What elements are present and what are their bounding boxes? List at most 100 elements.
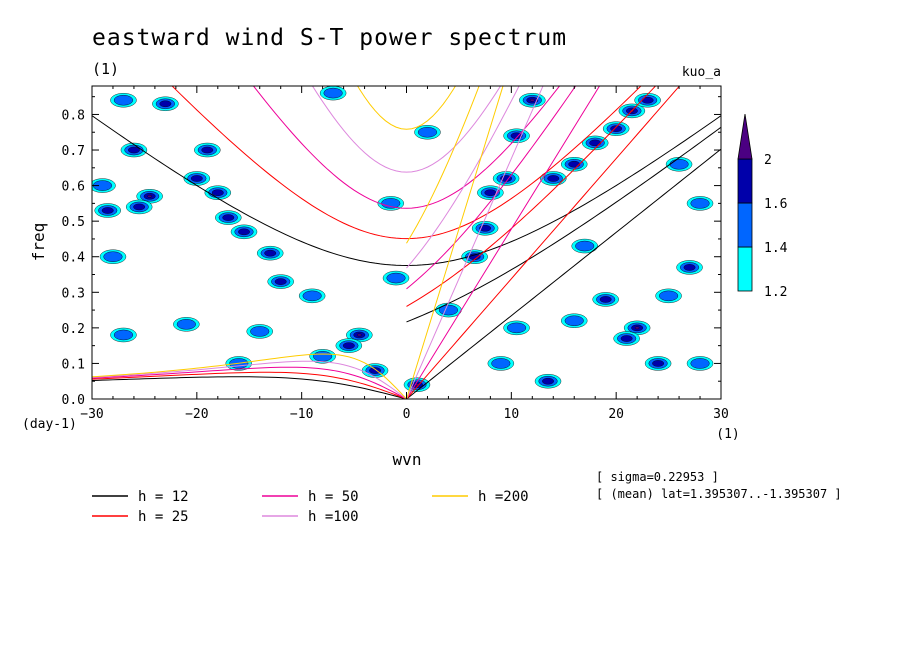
rossby-curve — [92, 353, 407, 399]
x-tick-label: −10 — [290, 407, 313, 422]
y-tick-label: 0.2 — [62, 322, 85, 337]
power-contour — [683, 264, 696, 271]
latitude-annotation: [ (mean) lat=1.395307..-1.395307 ] — [596, 487, 842, 501]
power-contour — [101, 207, 114, 214]
power-contour — [575, 240, 595, 252]
sigma-annotation: [ sigma=0.22953 ] — [596, 470, 719, 484]
x-tick-label: −20 — [185, 407, 208, 422]
x-tick-label: 30 — [713, 407, 729, 422]
power-contour — [652, 360, 665, 367]
kelvin-curve — [406, 86, 681, 399]
chart-title: eastward wind S-T power spectrum — [92, 25, 567, 51]
power-contour — [211, 189, 224, 196]
y-tick-label: 0.0 — [62, 393, 85, 408]
y-tick-label: 0.8 — [62, 108, 85, 123]
power-contour — [103, 251, 123, 262]
power-contour — [238, 228, 250, 236]
x-tick-label: −30 — [80, 407, 103, 422]
gravity-wave-curve — [92, 115, 721, 266]
x-tick-label: 0 — [403, 407, 411, 422]
power-contour — [659, 290, 679, 302]
rossby-curve — [92, 371, 407, 399]
power-contour — [547, 175, 560, 182]
power-contour — [479, 224, 492, 232]
colorbar-segment — [737, 246, 753, 292]
power-contour — [357, 333, 362, 337]
power-contour — [159, 100, 172, 108]
power-contour — [484, 189, 497, 196]
kelvin-curve — [406, 86, 504, 399]
power-contour — [313, 351, 333, 362]
power-contour — [147, 194, 152, 198]
power-contour — [113, 94, 134, 106]
colorbar-label: 2 — [764, 153, 772, 168]
colorbar-segment — [737, 202, 753, 248]
x-axis-unit: (1) — [716, 427, 739, 442]
rossby-curve — [92, 360, 407, 399]
kelvin-curve — [406, 86, 544, 399]
power-contour — [176, 319, 196, 330]
kelvin-curve — [406, 86, 601, 399]
power-contour — [599, 296, 612, 303]
power-contour — [113, 329, 134, 341]
legend: h = 12 h = 25 h = 50 h =100 h =200 — [92, 489, 529, 525]
power-contour — [690, 198, 710, 209]
chart-subtitle: (1) — [92, 60, 119, 78]
y-tick-label: 0.1 — [62, 357, 85, 372]
gravity-wave-curve — [357, 86, 456, 130]
power-contour — [302, 290, 322, 302]
mixed-rossby-gravity-curve — [406, 86, 657, 307]
y-tick-label: 0.3 — [62, 286, 85, 301]
mixed-rossby-gravity-curve — [406, 86, 480, 244]
legend-label: h = 25 — [138, 509, 189, 525]
rossby-curve — [92, 376, 407, 399]
power-contour — [128, 146, 140, 154]
power-contour — [564, 315, 584, 326]
legend-label: h =100 — [308, 509, 359, 525]
kelvin-curve — [406, 148, 721, 399]
plot-frame — [91, 85, 722, 400]
power-contour — [620, 335, 633, 342]
power-contours — [92, 86, 714, 392]
power-contour — [250, 326, 270, 337]
mixed-rossby-gravity-curve — [406, 86, 520, 269]
power-contour — [274, 278, 287, 285]
legend-label: h = 12 — [138, 489, 189, 505]
colorbar-label: 1.4 — [764, 241, 788, 256]
colorbar: 1.2 1.4 1.6 2 — [737, 113, 788, 300]
gravity-wave-curve — [252, 86, 561, 209]
power-contour — [542, 377, 554, 385]
x-tick-label: 10 — [504, 407, 520, 422]
power-contour — [507, 322, 527, 334]
source-label: kuo_a — [682, 65, 721, 80]
legend-label: h = 50 — [308, 489, 359, 505]
x-tick-label: 20 — [608, 407, 624, 422]
power-contour — [342, 342, 355, 349]
power-contour — [669, 159, 689, 170]
power-contour — [323, 87, 343, 99]
power-contour — [568, 160, 581, 168]
y-tick-label: 0.4 — [62, 251, 86, 266]
y-tick-label: 0.7 — [62, 144, 85, 159]
mixed-rossby-gravity-curve — [406, 86, 577, 290]
legend-label: h =200 — [478, 489, 529, 505]
power-contour — [369, 367, 381, 374]
colorbar-label: 1.6 — [764, 197, 787, 212]
colorbar-segment — [737, 158, 753, 204]
plot-axes: −30 −20 −10 0 10 20 30 0.0 0.1 0.2 0.3 0.4 0.5 0.6 0.7… — [62, 86, 729, 422]
gravity-wave-curve — [311, 86, 502, 173]
dispersion-curves — [92, 86, 721, 399]
power-contour — [634, 326, 640, 330]
y-tick-label: 0.5 — [62, 215, 85, 230]
power-contour — [264, 249, 277, 257]
power-contour — [589, 139, 602, 147]
power-contour — [201, 146, 214, 154]
colorbar-label: 1.2 — [764, 285, 787, 300]
colorbar-extension — [737, 113, 753, 160]
y-tick-label: 0.6 — [62, 180, 85, 195]
power-contour — [222, 214, 235, 221]
power-contour — [190, 175, 203, 182]
power-contour — [530, 98, 535, 102]
